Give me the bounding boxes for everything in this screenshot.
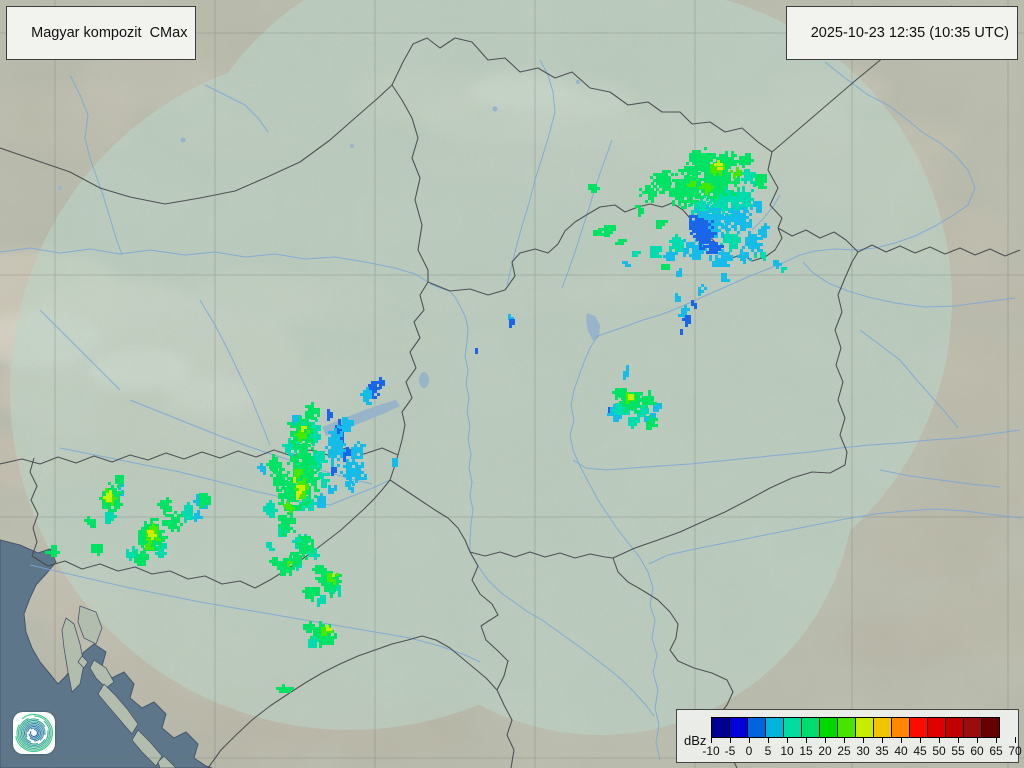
legend-color-cell bbox=[945, 717, 964, 738]
echo-cluster-isolated-specks bbox=[475, 314, 515, 354]
legend-tick bbox=[749, 737, 750, 743]
legend-tick-label: 5 bbox=[764, 744, 772, 758]
legend-tick-label: -10 bbox=[702, 744, 720, 758]
legend-tick bbox=[996, 737, 997, 743]
legend-color-cell bbox=[711, 717, 730, 738]
legend-tick bbox=[958, 737, 959, 743]
legend-tick-label: -5 bbox=[724, 744, 736, 758]
legend-tick bbox=[711, 737, 712, 743]
echo-cluster-northeast-slovakia-hungary bbox=[588, 147, 787, 335]
legend-tick-label: 35 bbox=[875, 744, 889, 758]
timestamp-box: 2025-10-23 12:35 (10:35 UTC) bbox=[785, 6, 1018, 60]
spiral-logo-icon bbox=[15, 713, 54, 752]
legend-tick-label: 0 bbox=[745, 744, 753, 758]
legend-color-cell bbox=[963, 717, 982, 738]
legend-color-cell bbox=[819, 717, 838, 738]
legend-tick bbox=[825, 737, 826, 743]
legend-color-cell bbox=[783, 717, 802, 738]
legend-color-cell bbox=[855, 717, 874, 738]
lake-tisza bbox=[586, 313, 600, 341]
legend-tick-label: 55 bbox=[951, 744, 965, 758]
legend-tick-label: 70 bbox=[1008, 744, 1022, 758]
legend-tick bbox=[844, 737, 845, 743]
legend-tick-label: 15 bbox=[799, 744, 813, 758]
legend-tick-label: 60 bbox=[970, 744, 984, 758]
adriatic-islands bbox=[61, 605, 177, 768]
legend-color-cell bbox=[747, 717, 766, 738]
legend-tick-label: 10 bbox=[780, 744, 794, 758]
legend-tick-label: 50 bbox=[932, 744, 946, 758]
legend-tick bbox=[920, 737, 921, 743]
legend-tick bbox=[1015, 737, 1016, 743]
adriatic-sea bbox=[0, 539, 213, 768]
legend-color-cell bbox=[873, 717, 892, 738]
legend-color-cell bbox=[765, 717, 784, 738]
legend-tick bbox=[730, 737, 731, 743]
echo-cluster-south-transdanubia bbox=[269, 555, 342, 693]
radar-echoes bbox=[45, 147, 787, 693]
echo-cluster-balaton-transdanubia bbox=[257, 377, 398, 574]
legend-tick-label: 45 bbox=[913, 744, 927, 758]
legend-color-cell bbox=[909, 717, 928, 738]
legend-color-cell bbox=[981, 717, 1000, 738]
legend-tick-label: 25 bbox=[837, 744, 851, 758]
product-title-box: Magyar kompozit CMax bbox=[6, 6, 197, 60]
legend-tick bbox=[882, 737, 883, 743]
legend-color-cell bbox=[891, 717, 910, 738]
timestamp-label: 2025-10-23 12:35 (10:35 UTC) bbox=[810, 24, 1009, 41]
hungaromet-logo bbox=[13, 712, 55, 754]
legend-tick-label: 40 bbox=[894, 744, 908, 758]
echo-cluster-east-plain bbox=[607, 365, 662, 430]
legend-tick bbox=[939, 737, 940, 743]
legend-unit-label: dBz bbox=[684, 733, 707, 748]
legend-tick bbox=[768, 737, 769, 743]
legend-tick bbox=[901, 737, 902, 743]
product-title: Magyar kompozit CMax bbox=[31, 24, 188, 41]
rivers bbox=[0, 59, 1023, 761]
echo-cluster-slovenia-croatia bbox=[45, 475, 211, 566]
legend-tick bbox=[863, 737, 864, 743]
legend-tick bbox=[787, 737, 788, 743]
legend-tick-label: 20 bbox=[818, 744, 832, 758]
reflectivity-legend: dBz -10 -5 0 5 10 15 20 25 30 35 40 45 50 55 60 65 70 bbox=[676, 709, 1022, 763]
legend-tick-label: 30 bbox=[856, 744, 870, 758]
legend-color-cell bbox=[837, 717, 856, 738]
legend-color-cell bbox=[927, 717, 946, 738]
legend-tick bbox=[806, 737, 807, 743]
legend-tick-label: 65 bbox=[989, 744, 1003, 758]
legend-color-cell bbox=[801, 717, 820, 738]
legend-tick bbox=[977, 737, 978, 743]
legend-colorbar bbox=[711, 717, 1000, 738]
legend-color-cell bbox=[729, 717, 748, 738]
country-borders bbox=[0, 5, 1021, 768]
lake-neusiedl bbox=[419, 372, 429, 388]
